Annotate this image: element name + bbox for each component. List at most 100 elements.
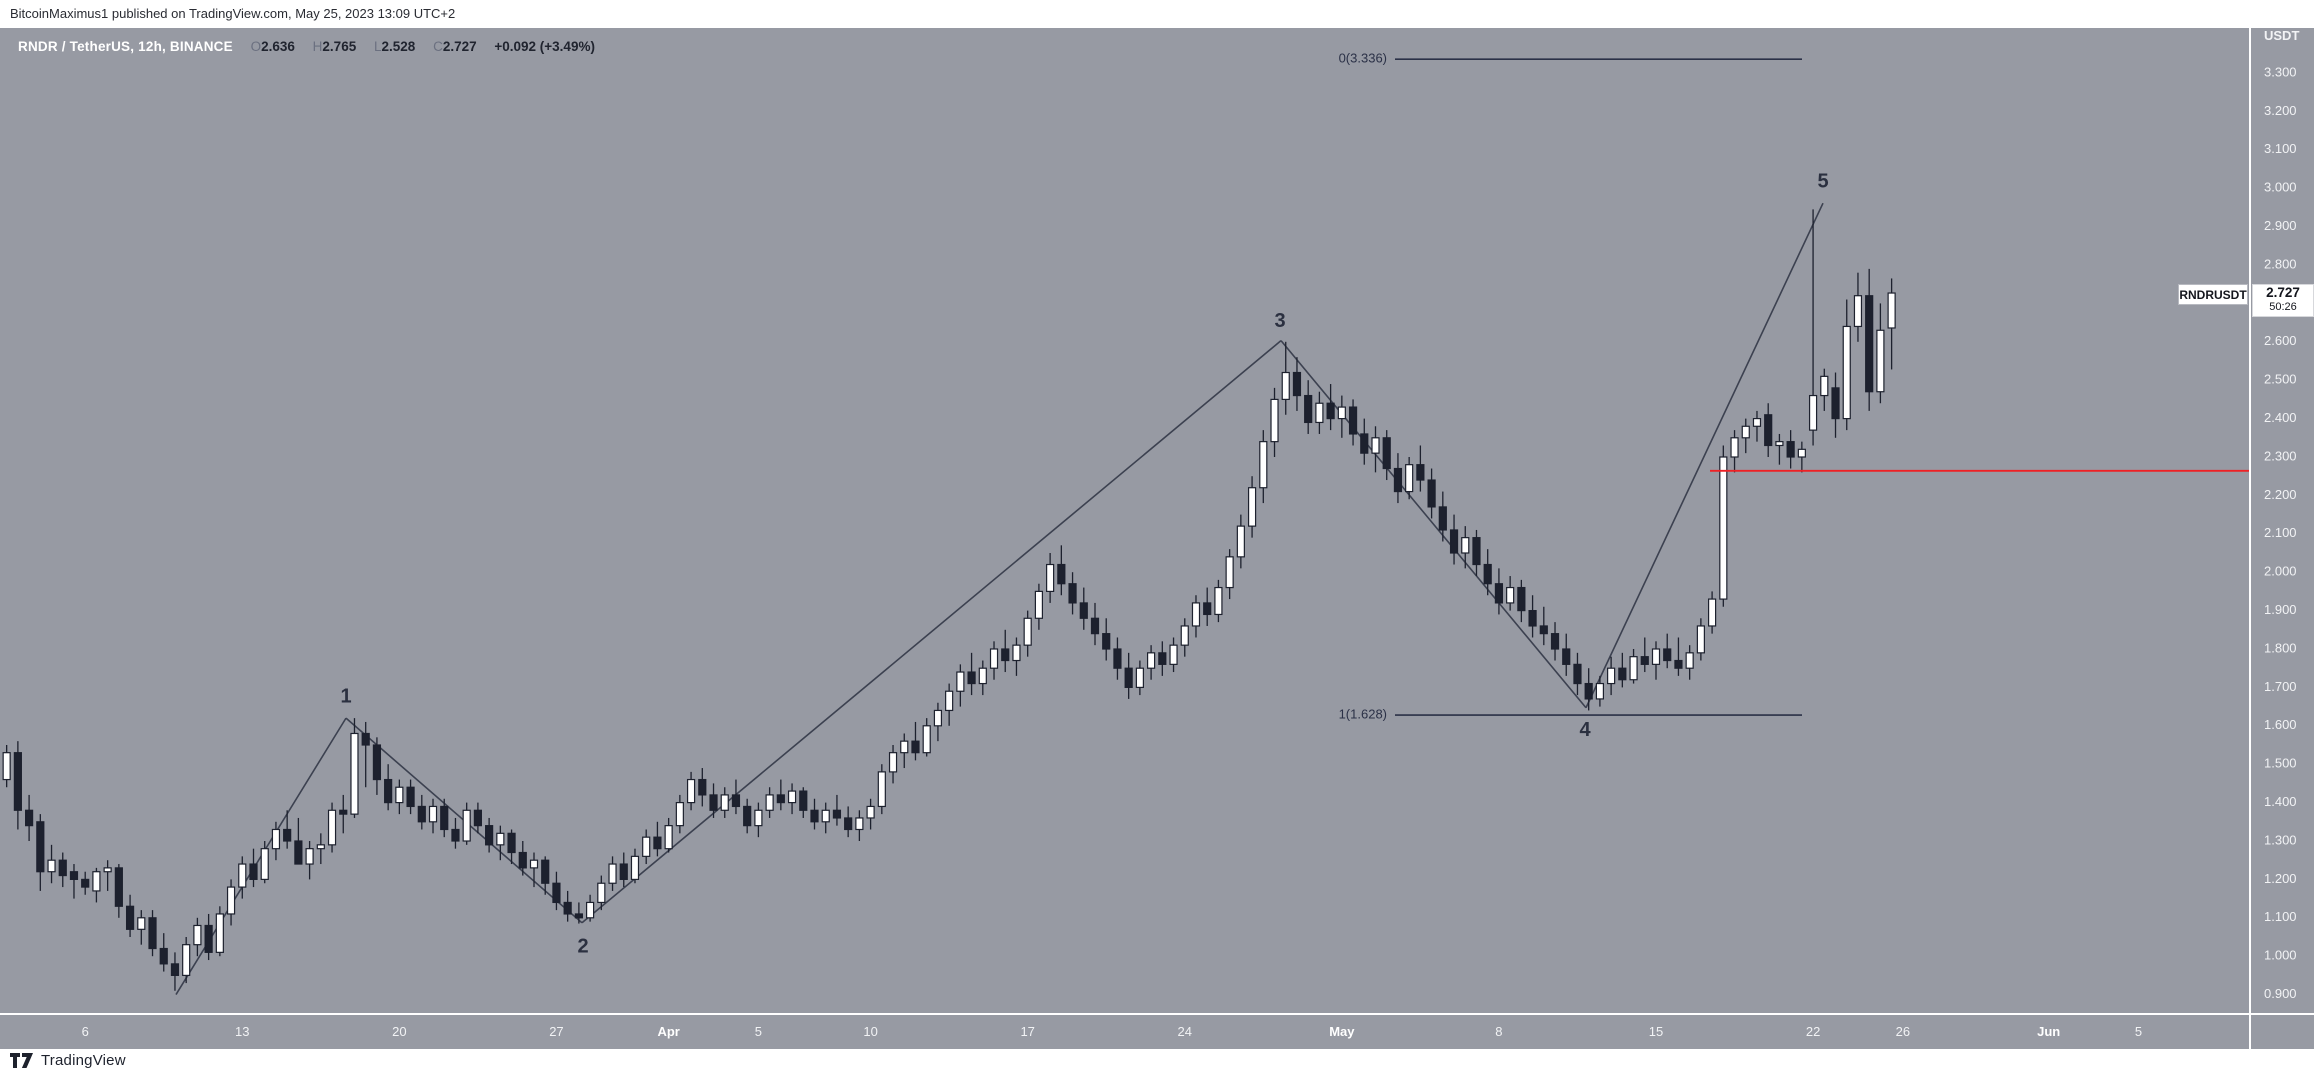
candle-body <box>406 786 415 808</box>
symbol-price-label: RNDRUSDT <box>2178 284 2248 306</box>
price-tick-label: 2.800 <box>2264 256 2297 271</box>
candle-body <box>1461 537 1470 554</box>
candlestick-chart[interactable]: 0(3.336) 1(1.628) 1 2 3 4 5 USDT 3.300 3.200 3.100… <box>0 28 2314 1049</box>
last-price-tag: 2.727 50:26 <box>2252 284 2314 318</box>
price-tick-label: 1.300 <box>2264 832 2297 847</box>
candle-body <box>529 859 539 869</box>
attribution-text: BitcoinMaximus1 published on TradingView… <box>10 6 456 21</box>
candle-body <box>731 794 741 808</box>
candle-body <box>350 732 359 815</box>
candle-body <box>1146 652 1156 669</box>
price-tick-label: 2.500 <box>2264 372 2297 387</box>
candle-body <box>1090 617 1100 635</box>
candle-body <box>1629 656 1638 681</box>
candle-body <box>743 805 752 827</box>
price-tick-label: 3.100 <box>2264 141 2297 156</box>
candle-body <box>1506 586 1515 604</box>
chart-legend[interactable]: RNDR / TetherUS, 12h, BINANCE O2.636 H2.… <box>18 39 595 54</box>
candle-body <box>1876 329 1885 393</box>
candle-body <box>1315 402 1324 424</box>
time-tick-label: 15 <box>1649 1024 1663 1039</box>
candle-body <box>1405 464 1414 493</box>
candle-body <box>642 836 651 857</box>
wave-trendline[interactable] <box>1585 202 1824 709</box>
open-label: O <box>250 39 262 54</box>
low-value: 2.528 <box>381 39 416 54</box>
wave-trendline[interactable] <box>1280 340 1587 709</box>
price-tick-label: 0.900 <box>2264 986 2297 1001</box>
candle-body <box>125 905 135 930</box>
candle-body <box>283 828 292 842</box>
candle-body <box>1270 398 1279 443</box>
candle-body <box>473 809 482 827</box>
candle-body <box>1808 394 1818 431</box>
attribution-bar: BitcoinMaximus1 published on TradingView… <box>0 0 2314 28</box>
candle-body <box>1348 406 1358 435</box>
candle-body <box>1046 563 1055 593</box>
candle-body <box>395 786 404 804</box>
candle-body <box>1528 609 1537 627</box>
time-tick-label: 8 <box>1495 1024 1502 1039</box>
time-tick-label: 5 <box>755 1024 762 1039</box>
bar-countdown: 50:26 <box>2269 301 2297 314</box>
candle-body <box>597 882 606 904</box>
candle-body <box>821 809 830 823</box>
price-axis[interactable] <box>2250 28 2314 1014</box>
time-axis[interactable] <box>0 1014 2314 1049</box>
candle-body <box>428 805 438 823</box>
time-tick-label: Jun <box>2037 1024 2060 1039</box>
candle-body <box>25 809 34 827</box>
price-tick-label: 2.100 <box>2264 525 2297 540</box>
candle-body <box>1292 371 1302 397</box>
candle-body <box>327 809 337 846</box>
candle-body <box>1034 590 1044 619</box>
price-tick-label: 2.600 <box>2264 333 2297 348</box>
candle-body <box>1696 625 1705 654</box>
price-tick-label: 2.400 <box>2264 410 2297 425</box>
candle-body <box>204 924 213 953</box>
candle-body <box>1057 563 1066 585</box>
candle-body <box>664 825 673 850</box>
candle-body <box>653 836 662 850</box>
candle-body <box>1707 598 1717 627</box>
candle-body <box>518 851 527 869</box>
last-price-value: 2.727 <box>2266 285 2300 301</box>
candle-body <box>1483 563 1492 585</box>
candle-body <box>832 809 842 819</box>
price-tick-label: 2.900 <box>2264 218 2297 233</box>
wave-trendline[interactable] <box>581 340 1282 924</box>
price-tick-label: 1.100 <box>2264 909 2297 924</box>
candle-body <box>675 801 684 827</box>
price-tick-label: 1.700 <box>2264 679 2297 694</box>
tradingview-logo[interactable]: TradingView <box>10 1052 126 1069</box>
candle-body <box>1842 325 1851 420</box>
time-tick-label: 20 <box>392 1024 406 1039</box>
candle-body <box>563 901 572 915</box>
price-tick-label: 3.000 <box>2264 180 2297 195</box>
candle-body <box>507 832 516 854</box>
candle-body <box>698 778 707 796</box>
candle-body <box>1135 667 1144 689</box>
candle-body <box>238 863 247 888</box>
footer: TradingView <box>0 1049 2314 1079</box>
price-tick-label: 1.500 <box>2264 756 2297 771</box>
open-value: 2.636 <box>261 39 295 54</box>
price-tick-label: 1.900 <box>2264 602 2297 617</box>
candle-body <box>1752 418 1762 427</box>
candle-body <box>1001 648 1010 662</box>
candle-body <box>765 794 774 811</box>
candle-body <box>372 744 382 781</box>
time-tick-label: 10 <box>863 1024 877 1039</box>
time-tick-label: 6 <box>82 1024 89 1039</box>
candle-body <box>552 882 561 904</box>
candle-body <box>1191 602 1201 627</box>
candle-body <box>1169 644 1178 665</box>
candle-body <box>451 828 460 842</box>
chart-background <box>0 28 2314 1049</box>
candle-body <box>1831 387 1840 420</box>
fib-level-label: 1(1.628) <box>1339 706 1387 721</box>
candle-body <box>305 848 314 865</box>
candle-body <box>1012 644 1021 662</box>
candle-body <box>1079 602 1088 619</box>
candle-body <box>1438 506 1447 531</box>
